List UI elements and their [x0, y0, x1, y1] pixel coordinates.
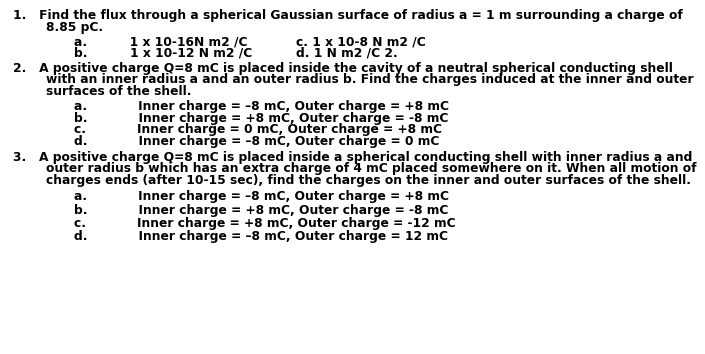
- Text: outer radius b which has an extra charge of 4 mC placed somewhere on it. When al: outer radius b which has an extra charge…: [46, 162, 697, 176]
- Text: a.          1 x 10-16N m2 /C: a. 1 x 10-16N m2 /C: [74, 35, 247, 48]
- Text: 2.   A positive charge Q=8 mC is placed inside the cavity of a neutral spherical: 2. A positive charge Q=8 mC is placed in…: [13, 62, 673, 75]
- Text: b.            Inner charge = +8 mC, Outer charge = -8 mC: b. Inner charge = +8 mC, Outer charge = …: [74, 204, 448, 217]
- Text: d.            Inner charge = –8 mC, Outer charge = 0 mC: d. Inner charge = –8 mC, Outer charge = …: [74, 135, 439, 148]
- Text: with an inner radius a and an outer radius b. Find the charges induced at the in: with an inner radius a and an outer radi…: [46, 73, 694, 86]
- Text: c. 1 x 10-8 N m2 /C: c. 1 x 10-8 N m2 /C: [296, 35, 426, 48]
- Text: charges ends (after 10-15 sec), find the charges on the inner and outer surfaces: charges ends (after 10-15 sec), find the…: [46, 174, 691, 187]
- Text: c.            Inner charge = 0 mC, Outer charge = +8 mC: c. Inner charge = 0 mC, Outer charge = +…: [74, 123, 442, 136]
- Text: d.            Inner charge = –8 mC, Outer charge = 12 mC: d. Inner charge = –8 mC, Outer charge = …: [74, 230, 448, 243]
- Text: 3.   A positive charge Q=8 mC is placed inside a spherical conducting shell with: 3. A positive charge Q=8 mC is placed in…: [13, 151, 692, 164]
- Text: b.          1 x 10-12 N m2 /C: b. 1 x 10-12 N m2 /C: [74, 47, 252, 60]
- Text: 8.85 pC.: 8.85 pC.: [46, 21, 103, 34]
- Text: a.            Inner charge = –8 mC, Outer charge = +8 mC: a. Inner charge = –8 mC, Outer charge = …: [74, 100, 449, 113]
- Text: c.            Inner charge = +8 mC, Outer charge = -12 mC: c. Inner charge = +8 mC, Outer charge = …: [74, 217, 455, 230]
- Text: 1.   Find the flux through a spherical Gaussian surface of radius a = 1 m surrou: 1. Find the flux through a spherical Gau…: [13, 9, 682, 22]
- Text: a.            Inner charge = –8 mC, Outer charge = +8 mC: a. Inner charge = –8 mC, Outer charge = …: [74, 190, 449, 204]
- Text: surfaces of the shell.: surfaces of the shell.: [46, 85, 191, 98]
- Text: d. 1 N m2 /C 2.: d. 1 N m2 /C 2.: [296, 47, 398, 60]
- Text: b.            Inner charge = +8 mC, Outer charge = -8 mC: b. Inner charge = +8 mC, Outer charge = …: [74, 112, 448, 125]
